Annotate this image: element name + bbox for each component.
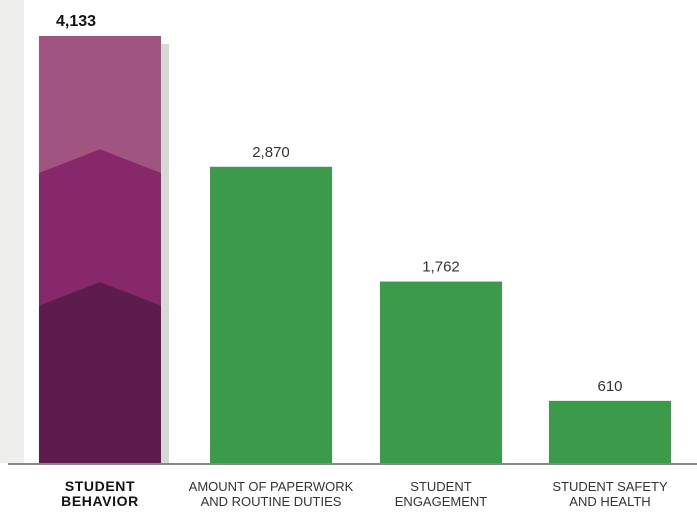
value-labels-layer: 4,133 2,870 1,762 610 — [56, 13, 623, 395]
category-label: ENGAGEMENT — [395, 494, 488, 509]
category-label: AMOUNT OF PAPERWORK — [189, 479, 354, 494]
value-label: 4,133 — [56, 13, 96, 30]
bar — [210, 166, 332, 464]
category-label: STUDENT — [65, 478, 135, 494]
category-label: STUDENT — [410, 479, 471, 494]
value-label: 610 — [597, 378, 622, 395]
value-label: 2,870 — [252, 144, 290, 161]
value-label: 1,762 — [422, 259, 460, 276]
bar — [549, 400, 671, 464]
category-label: BEHAVIOR — [61, 493, 139, 509]
bar-band-bottom — [39, 282, 161, 464]
bars-layer — [39, 36, 671, 465]
category-label: AND HEALTH — [569, 494, 650, 509]
category-label: STUDENT SAFETY — [552, 479, 668, 494]
bar-highlighted — [39, 36, 169, 465]
category-label: AND ROUTINE DUTIES — [201, 494, 342, 509]
side-panel — [0, 0, 24, 463]
bar — [380, 281, 502, 464]
